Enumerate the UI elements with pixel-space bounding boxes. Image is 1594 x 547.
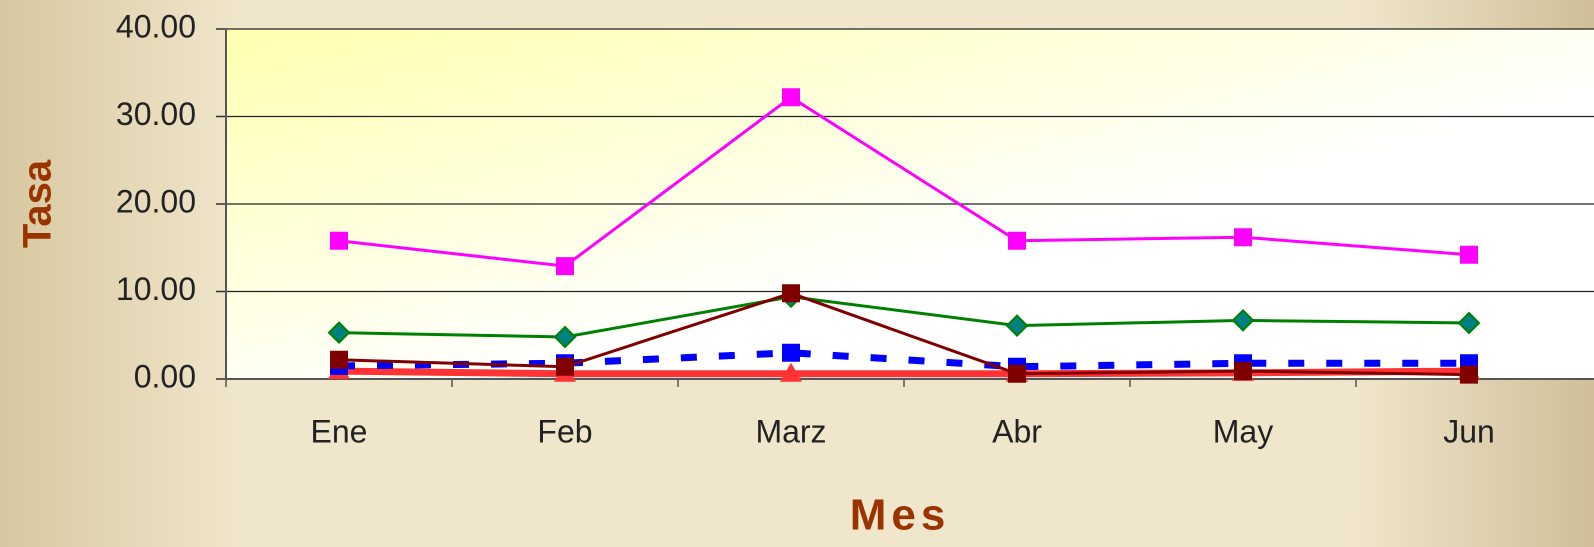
y-tick-label: 10.00 bbox=[116, 271, 196, 307]
x-tick-label: May bbox=[1213, 413, 1273, 449]
marker bbox=[1234, 228, 1252, 247]
x-tick-label: Jun bbox=[1443, 413, 1495, 449]
marker bbox=[1460, 245, 1478, 264]
y-axis-title: Tasa bbox=[16, 159, 60, 248]
marker bbox=[1008, 231, 1026, 250]
series-line bbox=[338, 295, 1470, 339]
y-tick-label: 30.00 bbox=[116, 96, 196, 132]
series-line bbox=[338, 95, 1470, 268]
marker bbox=[782, 343, 800, 362]
x-tick-label: Ene bbox=[311, 413, 368, 449]
x-axis-title: Mes bbox=[850, 491, 951, 540]
marker bbox=[553, 325, 577, 349]
marker bbox=[1008, 364, 1026, 383]
x-tick-label: Feb bbox=[537, 413, 592, 449]
series-line bbox=[338, 291, 1470, 377]
marker bbox=[1231, 308, 1255, 332]
y-tick-label: 40.00 bbox=[116, 8, 196, 44]
x-tick-label: Marz bbox=[755, 413, 826, 449]
marker bbox=[330, 350, 348, 369]
marker bbox=[782, 88, 800, 107]
y-tick-label: 0.00 bbox=[134, 358, 196, 394]
x-tick-label: Abr bbox=[992, 413, 1042, 449]
marker bbox=[1457, 311, 1481, 335]
y-tick-label: 20.00 bbox=[116, 183, 196, 219]
marker bbox=[330, 231, 348, 250]
marker bbox=[1234, 362, 1252, 381]
marker bbox=[556, 257, 574, 276]
marker bbox=[1460, 365, 1478, 384]
marker bbox=[780, 362, 802, 382]
marker bbox=[556, 357, 574, 376]
marker bbox=[782, 284, 800, 303]
marker bbox=[1005, 314, 1029, 338]
marker bbox=[327, 321, 351, 345]
